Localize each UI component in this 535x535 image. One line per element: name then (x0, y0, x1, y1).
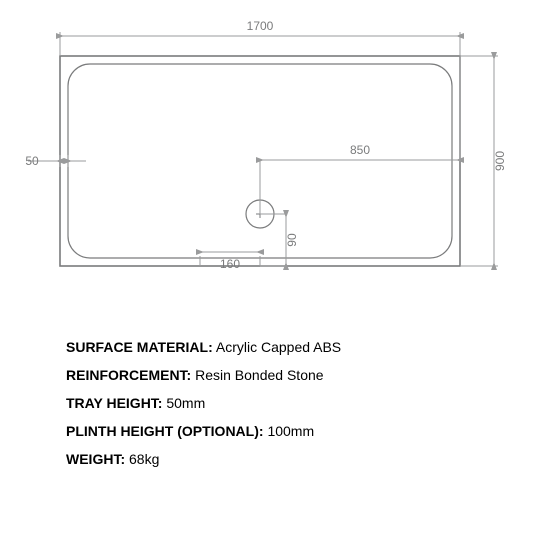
svg-text:90: 90 (285, 233, 299, 247)
spec-label: WEIGHT: (66, 451, 125, 467)
spec-label: REINFORCEMENT: (66, 367, 191, 383)
shower-tray-drawing: 1700 900 50 850 90 160 (0, 0, 535, 320)
svg-text:160: 160 (220, 257, 240, 271)
spec-value: 50mm (166, 395, 205, 411)
spec-row: PLINTH HEIGHT (OPTIONAL): 100mm (66, 424, 341, 438)
svg-text:850: 850 (350, 143, 370, 157)
spec-row: SURFACE MATERIAL: Acrylic Capped ABS (66, 340, 341, 354)
spec-value: Resin Bonded Stone (195, 367, 323, 383)
svg-text:50: 50 (25, 154, 39, 168)
spec-value: 100mm (267, 423, 314, 439)
spec-row: REINFORCEMENT: Resin Bonded Stone (66, 368, 341, 382)
spec-label: PLINTH HEIGHT (OPTIONAL): (66, 423, 264, 439)
spec-value: 68kg (129, 451, 159, 467)
spec-value: Acrylic Capped ABS (216, 339, 341, 355)
spec-label: SURFACE MATERIAL: (66, 339, 213, 355)
page: 1700 900 50 850 90 160 SURFACE MATERIAL: Acry… (0, 0, 535, 535)
spec-row: TRAY HEIGHT: 50mm (66, 396, 341, 410)
spec-label: TRAY HEIGHT: (66, 395, 162, 411)
spec-row: WEIGHT: 68kg (66, 452, 341, 466)
svg-text:900: 900 (493, 151, 507, 171)
svg-text:1700: 1700 (247, 19, 274, 33)
specs-block: SURFACE MATERIAL: Acrylic Capped ABS REI… (66, 340, 341, 480)
